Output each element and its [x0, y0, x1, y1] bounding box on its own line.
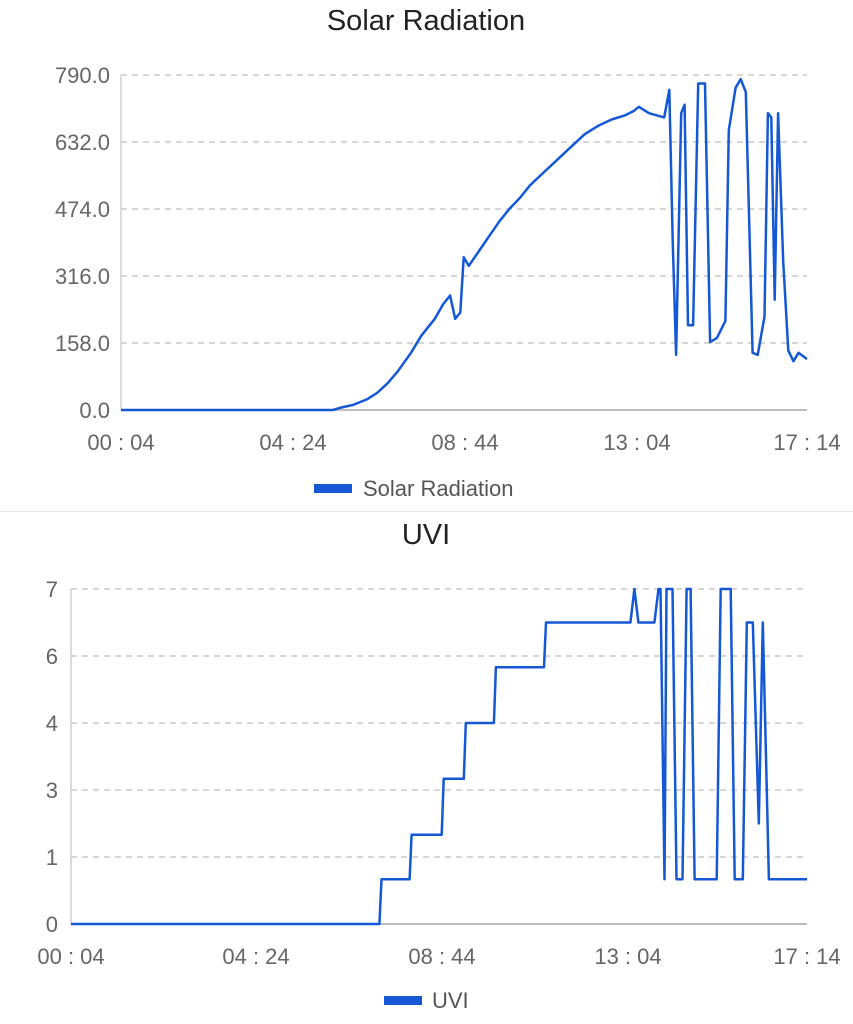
legend-label: Solar Radiation [363, 476, 513, 501]
x-tick-label: 00 : 04 [87, 430, 154, 455]
legend-swatch [314, 484, 352, 493]
y-tick-label: 316.0 [55, 264, 110, 289]
x-tick-label: 08 : 44 [431, 430, 498, 455]
series-line[interactable] [71, 587, 807, 926]
y-tick-label: 6 [46, 644, 58, 669]
x-tick-label: 13 : 04 [594, 944, 661, 969]
x-tick-label: 17 : 14 [773, 944, 840, 969]
chart-title: Solar Radiation [327, 5, 525, 37]
x-tick-label: 04 : 24 [222, 944, 289, 969]
uvi-chart: UVI 0 1 3 4 6 7 00 : 04 04 : 24 08 : 44 13 : 04 1… [37, 519, 840, 1013]
legend-label: UVI [432, 988, 469, 1013]
x-tick-label: 17 : 14 [773, 430, 840, 455]
y-tick-label: 790.0 [55, 63, 110, 88]
x-tick-label: 08 : 44 [408, 944, 475, 969]
y-tick-label: 632.0 [55, 130, 110, 155]
solar-radiation-panel: Solar Radiation 0.0 158.0 316.0 474.0 632.0 7… [0, 0, 853, 510]
y-tick-label: 0.0 [79, 398, 110, 423]
divider [0, 511, 853, 512]
y-tick-label: 0 [46, 912, 58, 937]
legend[interactable]: UVI [384, 988, 469, 1013]
solar-radiation-chart: Solar Radiation 0.0 158.0 316.0 474.0 632.0 7… [55, 5, 841, 501]
x-tick-label: 13 : 04 [603, 430, 670, 455]
uvi-panel: UVI 0 1 3 4 6 7 00 : 04 04 : 24 08 : 44 13 : 04 1… [0, 514, 853, 1024]
y-tick-label: 158.0 [55, 331, 110, 356]
x-tick-label: 04 : 24 [259, 430, 326, 455]
y-tick-label: 1 [46, 845, 58, 870]
chart-title: UVI [402, 519, 450, 551]
y-tick-label: 3 [46, 778, 58, 803]
legend[interactable]: Solar Radiation [314, 476, 513, 501]
x-tick-label: 00 : 04 [37, 944, 104, 969]
series-line[interactable] [121, 77, 808, 412]
y-tick-label: 7 [46, 577, 58, 602]
y-tick-label: 474.0 [55, 197, 110, 222]
y-tick-label: 4 [46, 711, 58, 736]
legend-swatch [384, 996, 422, 1005]
